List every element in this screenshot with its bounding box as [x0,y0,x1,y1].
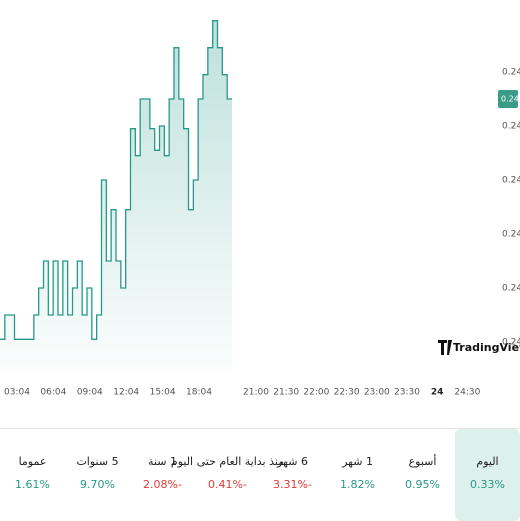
period-name: عموما [18,455,47,468]
performance-bar: اليوم 0.33% أسبوع 0.95% 1 شهر 1.82% 6 شهر 3.31%… [0,428,520,521]
period-name: 6 شهر [277,455,308,468]
y-tick-label: 0.2450 [502,230,520,240]
watermark: TradingView [453,341,520,354]
last-price-box [498,90,518,108]
x-tick-label: 21:00 [243,388,269,398]
period-tab[interactable]: عموما 1.61% [0,429,65,521]
y-tick-label: 0.2448 [502,284,520,294]
period-change: 1.61% [15,478,50,491]
period-change: 0.41%- [208,478,247,491]
period-change: 3.31%- [273,478,312,491]
x-tick-label: 24 [431,388,444,398]
period-tab[interactable]: 5 سنوات 9.70% [65,429,130,521]
y-tick-label: 0.2446 [502,338,520,348]
x-tick-label: 15:04 [150,388,176,398]
x-tick-label: 03:04 [4,388,30,398]
period-name: منذ بداية العام حتى اليوم [170,455,285,468]
logo: TradingView [438,340,520,355]
area [0,20,232,369]
period-name: اليوم [476,455,499,468]
chart: TradingView 0.2446 0.2448 0.2450 0.2452 0.24… [0,20,520,398]
y-tick-label: 0.2454 [502,122,520,132]
y-tick-label: 0.2452 [502,176,520,186]
period-tab[interactable]: منذ بداية العام حتى اليوم 0.41%- [171,429,284,521]
period-tab[interactable]: أسبوع 0.95% [390,429,455,521]
x-tick-label: 09:04 [77,388,103,398]
period-name: 1 شهر [342,455,373,468]
period-name: 5 سنوات [76,455,119,468]
x-tick-label: 18:04 [186,388,212,398]
x-tick-label: 23:00 [364,388,390,398]
x-tick-label: 12:04 [113,388,139,398]
x-tick-label: 21:30 [273,388,299,398]
period-name: أسبوع [408,455,437,468]
period-name: 1 سنة [148,455,177,468]
period-tab[interactable]: 6 شهر 3.31%- [260,429,325,521]
period-tab[interactable]: 1 شهر 1.82% [325,429,390,521]
last-price-label: 0.2455 [501,95,520,104]
y-tick-label: 0.2456 [502,68,520,78]
x-tick-label: 06:04 [40,388,66,398]
period-change: 9.70% [80,478,115,491]
period-tab[interactable]: 1 سنة 2.08%- [130,429,195,521]
period-tab[interactable]: اليوم 0.33% [455,429,520,521]
x-tick-label: 22:30 [334,388,360,398]
period-change: 0.33% [470,478,505,491]
line [0,20,232,340]
period-change: 1.82% [340,478,375,491]
x-tick-label: 22:00 [303,388,329,398]
period-change: 0.95% [405,478,440,491]
x-tick-label: 24:30 [454,388,480,398]
x-tick-label: 23:30 [394,388,420,398]
period-change: 2.08%- [143,478,182,491]
